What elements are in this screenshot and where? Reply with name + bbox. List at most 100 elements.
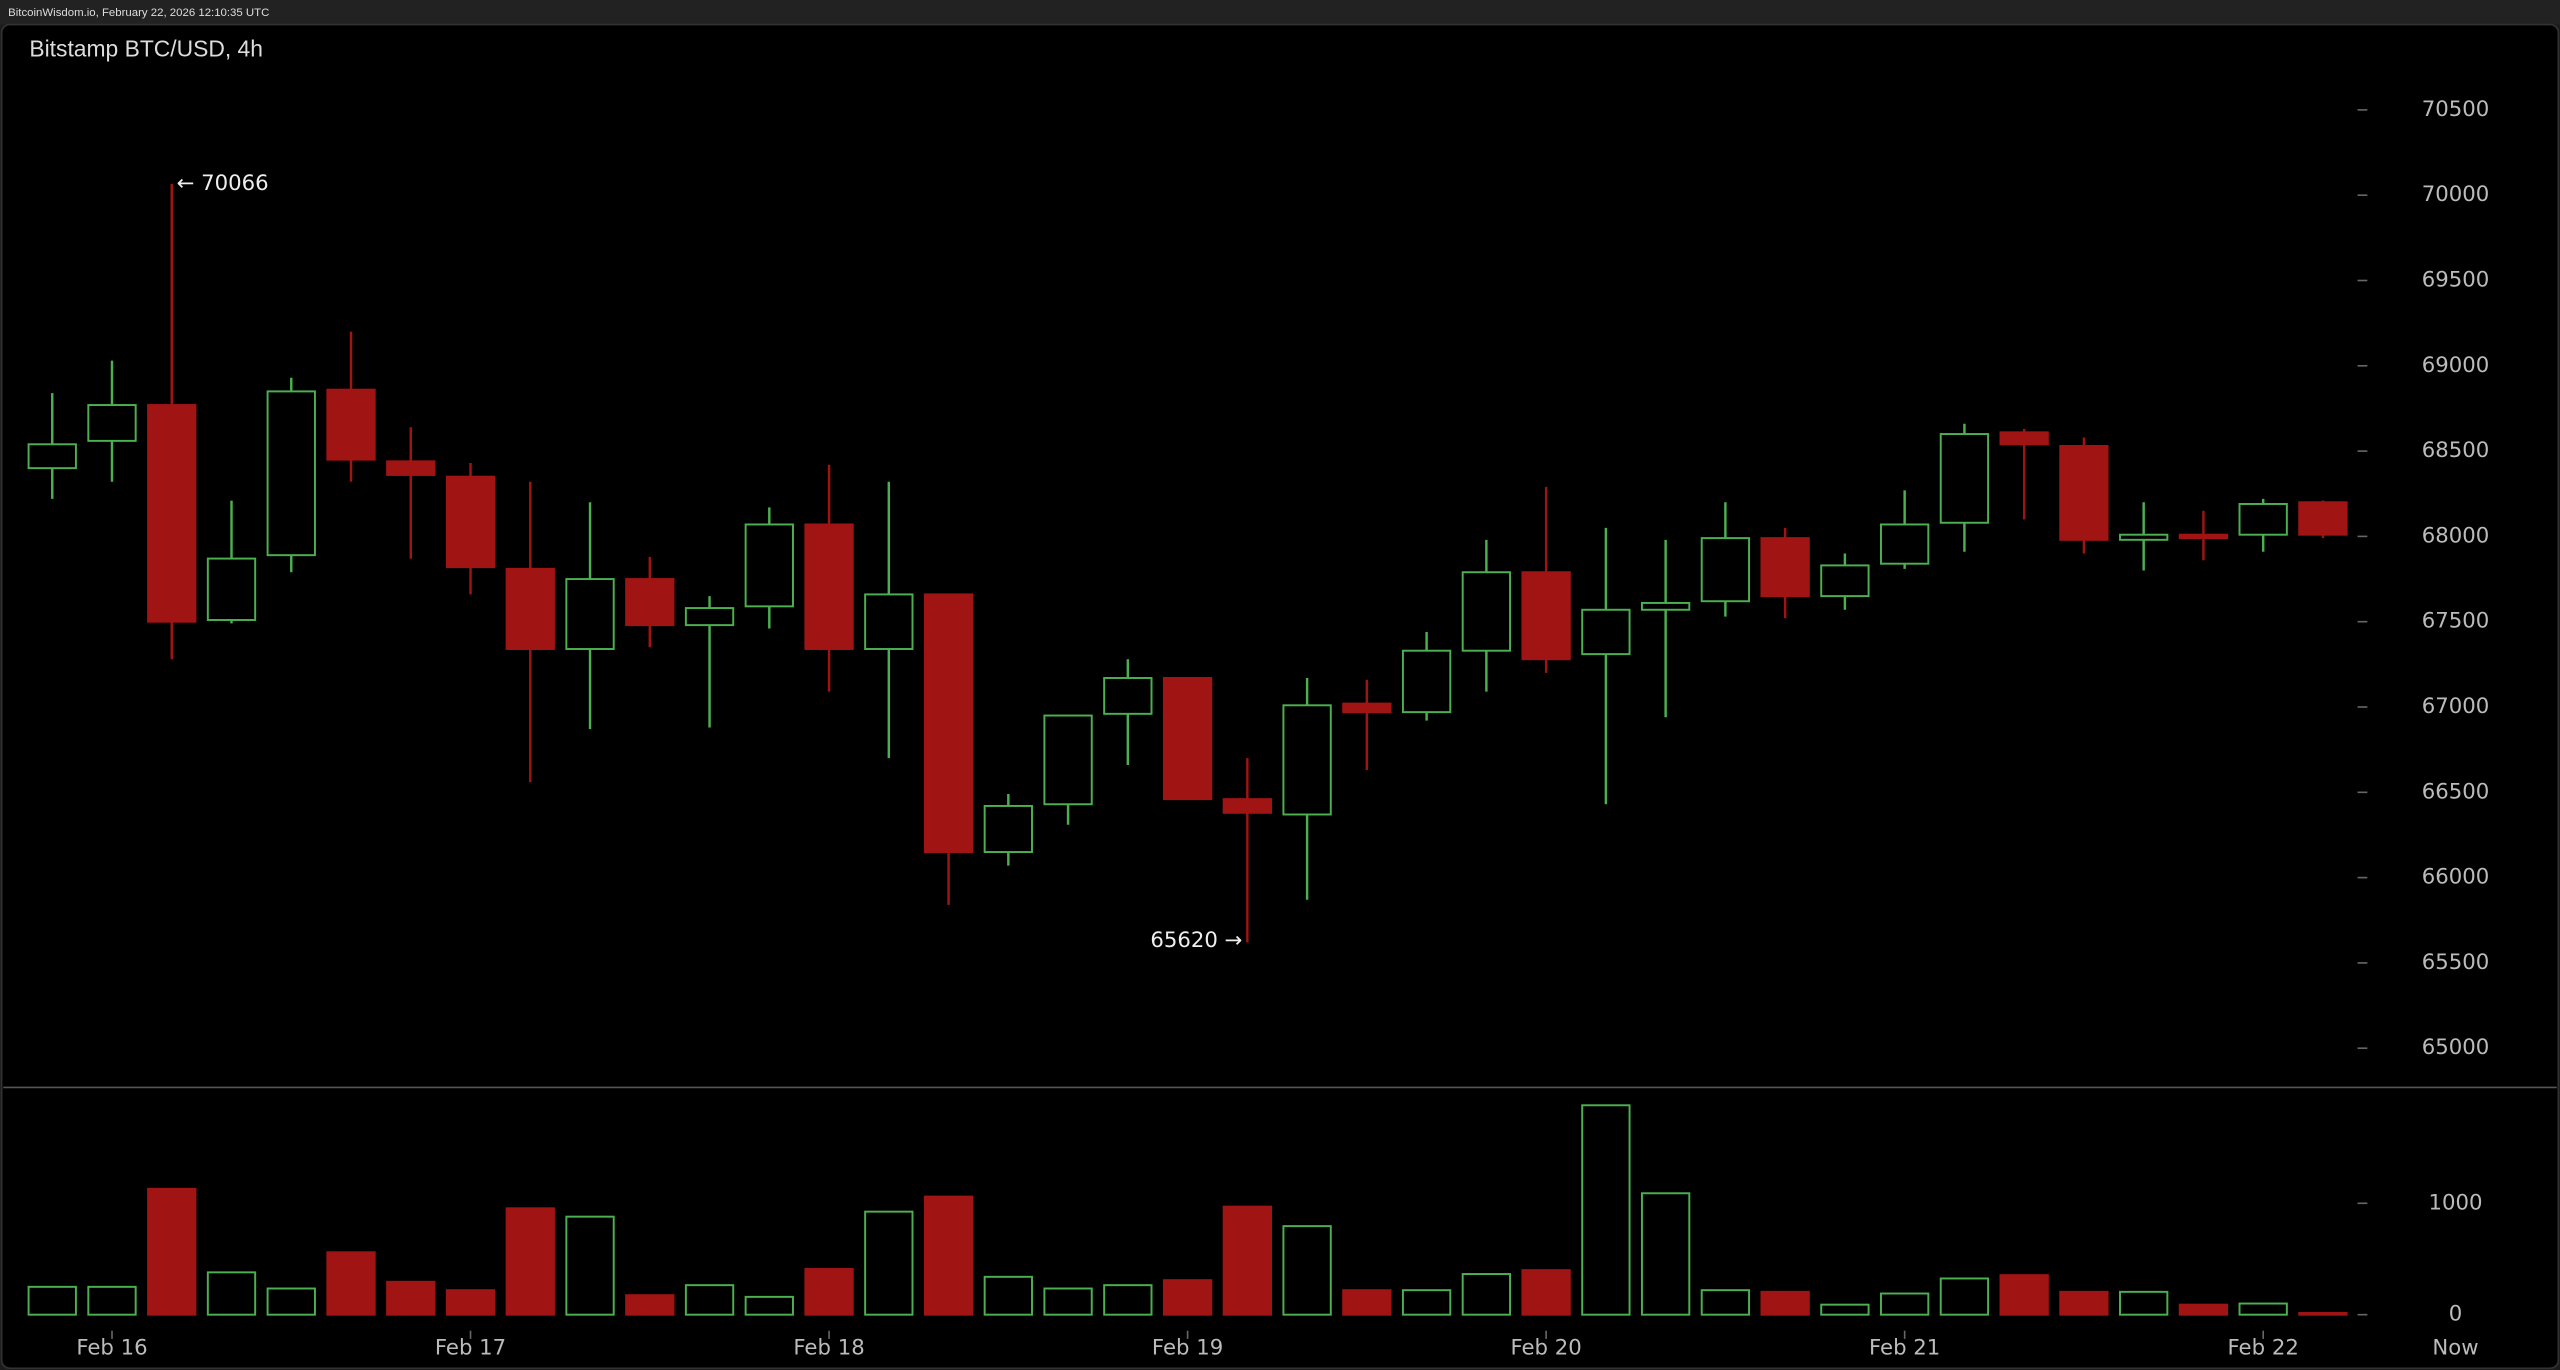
y-tick-label: 69500	[2422, 267, 2490, 292]
candle-body	[744, 523, 794, 608]
volume-bar	[386, 1280, 436, 1316]
candle-body	[1939, 433, 1990, 524]
chart-title: Bitstamp BTC/USD, 4h	[29, 36, 263, 62]
volume-bar	[1162, 1279, 1213, 1316]
x-tick-label: Feb 18	[793, 1336, 864, 1361]
volume-bar	[87, 1285, 137, 1316]
x-tick-label: Feb 19	[1152, 1336, 1223, 1361]
volume-bar	[326, 1251, 376, 1316]
candle-body	[983, 804, 1033, 853]
y-tick-label: 68000	[2422, 523, 2490, 548]
volume-bar	[684, 1284, 735, 1316]
volume-bar	[983, 1275, 1033, 1316]
candle-body	[1640, 601, 1691, 611]
volume-bar	[266, 1287, 316, 1316]
candle-body	[1162, 677, 1213, 801]
candle-body	[27, 443, 77, 470]
volume-bar	[1342, 1289, 1392, 1316]
site-header: BitcoinWisdom.io, February 22, 2026 12:1…	[8, 7, 269, 19]
volume-bar	[864, 1210, 914, 1316]
candle-body	[266, 390, 316, 557]
candle-body	[1043, 714, 1093, 806]
candle-body	[2238, 503, 2288, 536]
volume-bar	[1401, 1289, 1452, 1316]
candle-body	[1401, 649, 1452, 714]
volume-bar	[1999, 1274, 2049, 1316]
candle-body	[2059, 445, 2109, 541]
volume-bar	[625, 1294, 675, 1316]
annotation: 65620 →	[1150, 928, 1242, 953]
candle-body	[87, 404, 137, 442]
x-tick-label: Feb 17	[435, 1336, 506, 1361]
candle-body	[804, 523, 854, 650]
top-bar	[0, 0, 2560, 25]
candle-body	[1879, 523, 1930, 565]
candle-body	[864, 593, 914, 650]
candle-body	[2119, 533, 2169, 541]
candle-body	[625, 578, 675, 627]
candle-body	[1282, 704, 1332, 816]
y2-tick-label: 1000	[2429, 1190, 2483, 1215]
volume-bar	[2178, 1303, 2229, 1316]
volume-bar	[1760, 1290, 1810, 1316]
candle-body	[1820, 564, 1870, 598]
y-tick-label: 67000	[2422, 694, 2490, 719]
candle-body	[1342, 702, 1392, 714]
candle-body	[206, 557, 257, 621]
volume-bar	[1043, 1287, 1093, 1316]
volume-bar	[27, 1285, 77, 1316]
candle-body	[565, 578, 615, 650]
candle-body	[1581, 608, 1631, 656]
x-tick-label: Feb 16	[76, 1336, 147, 1361]
candle-body	[1760, 537, 1810, 598]
y-tick-label: 68500	[2422, 438, 2490, 463]
volume-bar	[147, 1187, 197, 1316]
volume-bar	[1820, 1303, 1870, 1316]
volume-bar	[505, 1207, 555, 1316]
volume-bar	[804, 1268, 854, 1316]
y-tick-label: 66000	[2422, 865, 2490, 890]
volume-bar	[1939, 1277, 1990, 1316]
y2-tick-label: 0	[2449, 1302, 2463, 1327]
volume-bar	[445, 1289, 496, 1316]
volume-bar	[2298, 1312, 2348, 1316]
volume-bar	[1103, 1284, 1153, 1316]
volume-bar	[565, 1215, 615, 1316]
candle-body	[1222, 798, 1272, 814]
volume-bar	[1282, 1225, 1332, 1316]
y-tick-label: 65000	[2422, 1035, 2490, 1060]
volume-bar	[1461, 1273, 1512, 1316]
y-tick-label: 67500	[2422, 609, 2490, 634]
x-tick-label: Feb 21	[1869, 1336, 1940, 1361]
y-tick-label: 66500	[2422, 779, 2490, 804]
volume-bar	[1700, 1289, 1751, 1316]
volume-bar	[1581, 1104, 1631, 1316]
y-tick-label: 65500	[2422, 950, 2490, 975]
candle-body	[1700, 537, 1751, 603]
volume-bar	[923, 1195, 974, 1316]
candle-body	[923, 593, 974, 853]
candle-body	[1461, 571, 1512, 652]
volume-bar	[1640, 1192, 1691, 1316]
candle-body	[326, 388, 376, 461]
volume-bar	[2059, 1290, 2109, 1316]
now-label: Now	[2432, 1336, 2478, 1361]
candle-body	[445, 475, 496, 569]
x-tick-label: Feb 20	[1510, 1336, 1581, 1361]
y-tick-label: 69000	[2422, 353, 2490, 378]
volume-bar	[1879, 1292, 1930, 1316]
volume-bar	[206, 1271, 257, 1316]
candle-body	[147, 404, 197, 623]
candle-body	[1999, 431, 2049, 446]
candle-body	[1521, 571, 1571, 661]
volume-bar	[1521, 1269, 1571, 1316]
candle-body	[2178, 533, 2229, 540]
candle-body	[1103, 677, 1153, 715]
chart-area	[0, 23, 2560, 1370]
annotation: ← 70066	[177, 171, 269, 196]
volume-bar	[2238, 1302, 2288, 1316]
volume-bar	[744, 1295, 794, 1316]
candle-body	[2298, 501, 2348, 536]
y-tick-label: 70500	[2422, 97, 2490, 122]
